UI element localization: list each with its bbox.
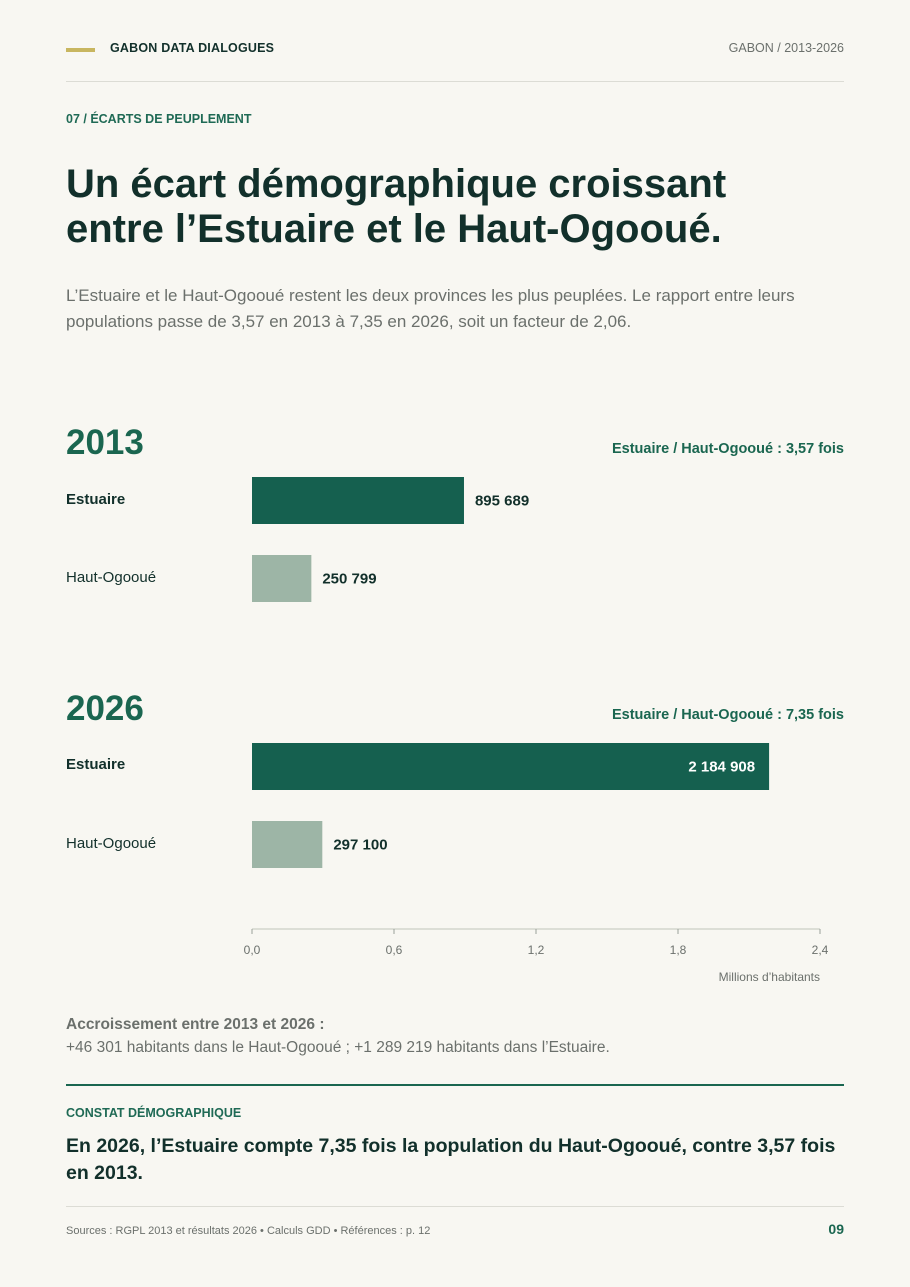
- constat-text: En 2026, l’Estuaire compte 7,35 fois la …: [66, 1135, 836, 1184]
- year-heading-2026: 2026: [66, 689, 144, 728]
- brand-accent-bar: [66, 48, 95, 52]
- bar-2013-haut-ogooue: [252, 555, 312, 602]
- brand-name: GABON DATA DIALOGUES: [110, 41, 275, 55]
- footer-sources: Sources : RGPL 2013 et résultats 2026 • …: [66, 1225, 431, 1237]
- year-heading-2013: 2013: [66, 423, 144, 462]
- page-number: 09: [828, 1221, 844, 1237]
- ratio-label-2026: Estuaire / Haut-Ogooué : 7,35 fois: [611, 707, 844, 723]
- page-title-line-2: entre l’Estuaire et le Haut-Ogooué.: [66, 207, 722, 251]
- data-label-2013-haut-ogooue: 250 799: [322, 571, 376, 588]
- x-tick-label: 0,0: [244, 943, 261, 957]
- page-title: Un écart démographique croissant entre l…: [66, 162, 846, 252]
- data-label-2013-estuaire: 895 689: [475, 493, 529, 510]
- x-axis: 0,0 0,6 1,2 1,8 2,4: [244, 928, 829, 957]
- data-label-2026-haut-ogooue: 297 100: [333, 837, 387, 854]
- x-axis-label: Millions d’habitants: [718, 970, 820, 984]
- constat-label: CONSTAT DÉMOGRAPHIQUE: [66, 1106, 242, 1120]
- bars-layer: 895 689 250 799 2 184 908 297 100: [252, 477, 770, 868]
- x-tick-label: 1,8: [670, 943, 687, 957]
- section-label: 07 / ÉCARTS DE PEUPLEMENT: [66, 112, 252, 126]
- x-tick-label: 1,2: [528, 943, 545, 957]
- growth-note: Accroissement entre 2013 et 2026 : +46 3…: [66, 1013, 610, 1059]
- category-label-estuaire-2013: Estuaire: [66, 491, 126, 508]
- bar-2026-haut-ogooue: [252, 821, 323, 868]
- data-label-2026-estuaire: 2 184 908: [688, 759, 755, 776]
- growth-text: +46 301 habitants dans le Haut-Ogooué ; …: [66, 1039, 610, 1056]
- x-tick-label: 2,4: [812, 943, 829, 957]
- constat-divider: [66, 1084, 844, 1086]
- ratio-label-2013: Estuaire / Haut-Ogooué : 3,57 fois: [611, 441, 844, 457]
- growth-title: Accroissement entre 2013 et 2026 :: [66, 1016, 325, 1033]
- bar-chart: 895 689 250 799 2 184 908 297 100 0,0 0,6 1,2…: [244, 477, 829, 957]
- bar-2026-estuaire: [252, 743, 770, 790]
- footer-divider: [66, 1206, 844, 1207]
- intro-paragraph: L’Estuaire et le Haut-Ogooué restent les…: [66, 286, 795, 331]
- page-title-line-1: Un écart démographique croissant: [66, 162, 727, 206]
- category-label-estuaire-2026: Estuaire: [66, 756, 126, 773]
- header-context: GABON / 2013-2026: [728, 41, 844, 55]
- bar-2013-estuaire: [252, 477, 464, 524]
- category-label-haut-ogooue-2026: Haut-Ogooué: [66, 835, 157, 852]
- category-label-haut-ogooue-2013: Haut-Ogooué: [66, 569, 157, 586]
- x-tick-label: 0,6: [386, 943, 403, 957]
- header-divider: [66, 81, 844, 82]
